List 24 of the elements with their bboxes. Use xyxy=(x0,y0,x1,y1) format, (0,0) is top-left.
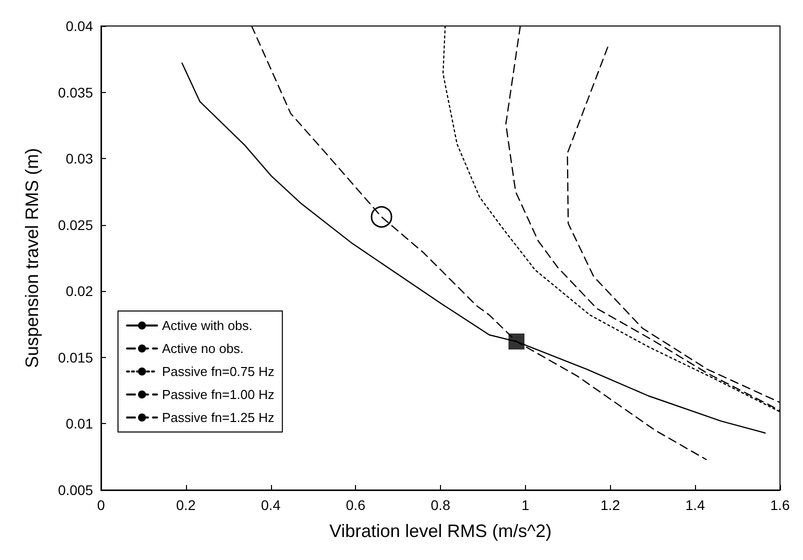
x-tick-label: 1.6 xyxy=(770,497,790,513)
x-tick-label: 0 xyxy=(97,497,106,513)
x-tick-label: 0.4 xyxy=(261,497,281,513)
x-tick-label: 0.2 xyxy=(176,497,196,513)
x-axis-title: Vibration level RMS (m/s^2) xyxy=(329,521,552,541)
y-tick-label: 0.02 xyxy=(66,283,94,300)
y-tick-label: 0.025 xyxy=(58,216,94,233)
y-tick-label: 0.01 xyxy=(66,416,94,432)
y-tick-label: 0.04 xyxy=(66,18,94,34)
legend-label: Passive fn=1.00 Hz xyxy=(162,387,274,402)
y-tick-label: 0.035 xyxy=(58,84,94,100)
legend-label: Passive fn=0.75 Hz xyxy=(162,364,274,379)
y-tick-label: 0.005 xyxy=(58,482,94,498)
x-tick-label: 0.8 xyxy=(430,497,450,513)
x-tick-label: 1.4 xyxy=(685,497,706,513)
legend-label: Active no obs. xyxy=(162,341,244,356)
y-tick-label: 0.03 xyxy=(66,150,94,167)
x-tick-label: 1 xyxy=(521,497,530,513)
x-tick-label: 1.2 xyxy=(600,497,620,513)
x-tick-label: 0.6 xyxy=(346,497,366,513)
y-axis-title: Suspension travel RMS (m) xyxy=(22,148,42,368)
legend-label: Passive fn=1.25 Hz xyxy=(162,410,274,425)
y-tick-label: 0.015 xyxy=(58,349,94,366)
legend-label: Active with obs. xyxy=(162,318,252,333)
